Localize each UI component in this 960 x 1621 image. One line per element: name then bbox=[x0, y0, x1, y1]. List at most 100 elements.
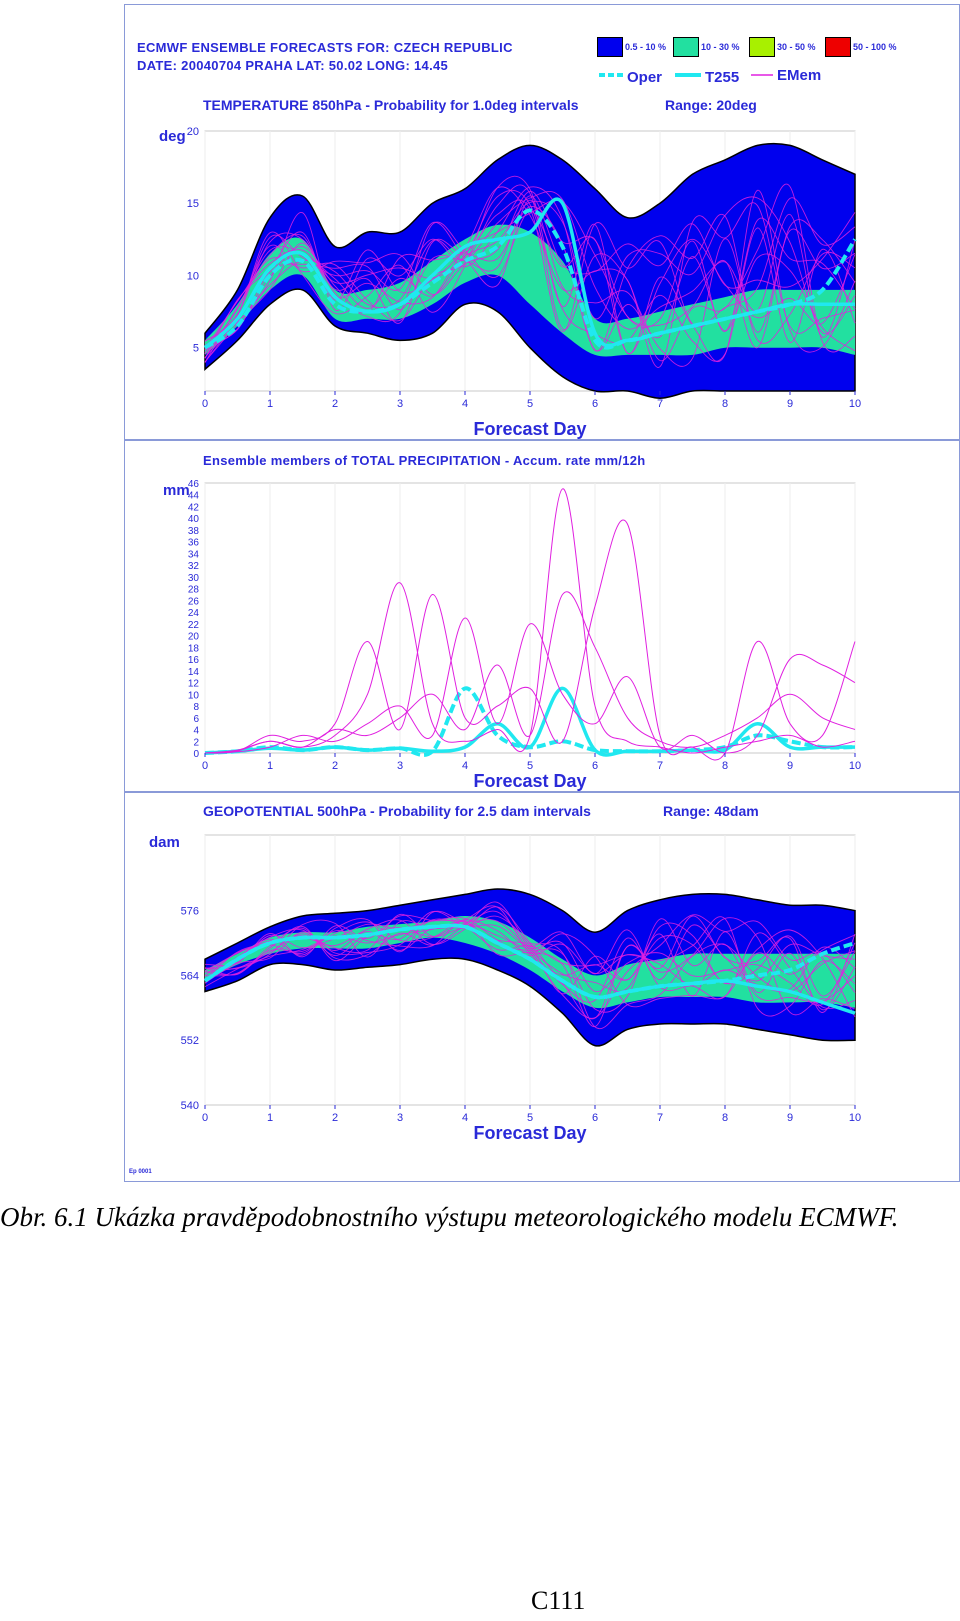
panel2-ytick-label: 30 bbox=[188, 573, 200, 584]
member-line bbox=[204, 906, 856, 1020]
member-line bbox=[204, 183, 856, 361]
panel3-ylabel: dam bbox=[149, 834, 180, 851]
panel2-ytick-label: 0 bbox=[193, 749, 199, 760]
panel2-xtick-label: 5 bbox=[527, 760, 533, 772]
panel2-ytick-label: 10 bbox=[188, 690, 200, 701]
legend-line-label-0: Oper bbox=[627, 69, 663, 86]
panel2-ytick-label: 22 bbox=[188, 620, 200, 631]
panel2-ytick-label: 8 bbox=[193, 702, 199, 713]
panel3-ytick-label: 564 bbox=[181, 970, 199, 982]
ensemble-figure: ECMWF ENSEMBLE FORECASTS FOR: CZECH REPU… bbox=[124, 4, 960, 1182]
header-line2: DATE: 20040704 PRAHA LAT: 50.02 LONG: 14… bbox=[137, 58, 449, 73]
panel2-xtick-label: 3 bbox=[397, 760, 403, 772]
panel2-ytick-label: 6 bbox=[193, 714, 199, 725]
panel3-series-t255 bbox=[204, 923, 856, 1015]
member-line bbox=[204, 905, 856, 997]
panel3-xtick-label: 2 bbox=[332, 1112, 338, 1124]
panel1-ytick-label: 5 bbox=[193, 343, 199, 355]
panel2-ytick-label: 42 bbox=[188, 502, 200, 513]
panel2-series-t255 bbox=[204, 686, 855, 757]
panel2-xlabel: Forecast Day bbox=[473, 771, 586, 791]
panel2-ytick-label: 14 bbox=[188, 667, 200, 678]
legend-label-0: 0.5 - 10 % bbox=[625, 42, 667, 52]
panel1-xtick-label: 8 bbox=[722, 398, 728, 410]
legend-box-2 bbox=[749, 37, 775, 57]
panel2-xtick-label: 2 bbox=[332, 760, 338, 772]
legend-label-1: 10 - 30 % bbox=[701, 42, 740, 52]
panel1-xtick-label: 5 bbox=[527, 398, 533, 410]
legend-line-label-2: EMem bbox=[777, 67, 822, 84]
panel1-ytick-label: 20 bbox=[187, 126, 199, 138]
panel2-ytick-label: 38 bbox=[188, 526, 200, 537]
panel1-xtick-label: 9 bbox=[787, 398, 793, 410]
panel2-ytick-label: 24 bbox=[188, 608, 200, 619]
panel2-ytick-label: 34 bbox=[188, 549, 200, 560]
panel2-series-member-4 bbox=[204, 617, 856, 754]
panel3-xtick-label: 3 bbox=[397, 1112, 403, 1124]
panel1-xtick-label: 0 bbox=[202, 398, 208, 410]
panel2-xtick-label: 7 bbox=[657, 760, 663, 772]
panel2-ytick-label: 46 bbox=[188, 479, 200, 490]
panel3-xtick-label: 0 bbox=[202, 1112, 208, 1124]
panel2-title: Ensemble members of TOTAL PRECIPITATION … bbox=[203, 453, 646, 468]
panel1-xtick-label: 10 bbox=[849, 398, 861, 410]
panel2-series-member-2 bbox=[204, 488, 856, 754]
member-line bbox=[204, 190, 856, 354]
figure-caption: Obr. 6.1 Ukázka pravděpodobnostního výst… bbox=[0, 1202, 899, 1232]
page-number: C111 bbox=[531, 1586, 586, 1615]
panel2-ytick-label: 12 bbox=[188, 679, 200, 690]
panel2-ytick-label: 16 bbox=[188, 655, 200, 666]
legend-line-label-1: T255 bbox=[705, 69, 740, 86]
panel2-xtick-label: 0 bbox=[202, 760, 208, 772]
panel2-ytick-label: 20 bbox=[188, 632, 200, 643]
panel1-range: Range: 20deg bbox=[665, 97, 757, 113]
panel2-ytick-label: 44 bbox=[188, 491, 200, 502]
panel3-xtick-label: 8 bbox=[722, 1112, 728, 1124]
panel1-ylabel: deg bbox=[159, 128, 186, 145]
member-line bbox=[204, 910, 856, 1019]
legend-box-0 bbox=[597, 37, 623, 57]
panel2-ytick-label: 36 bbox=[188, 538, 200, 549]
legend-box-1 bbox=[673, 37, 699, 57]
panel3-title: GEOPOTENTIAL 500hPa - Probability for 2.… bbox=[203, 803, 591, 819]
panel1-xtick-label: 1 bbox=[267, 398, 273, 410]
panel3-xtick-label: 10 bbox=[849, 1112, 861, 1124]
panel3-xtick-label: 7 bbox=[657, 1112, 663, 1124]
panel2-xtick-label: 8 bbox=[722, 760, 728, 772]
panel2-xtick-label: 4 bbox=[462, 760, 468, 772]
panel3-xtick-label: 4 bbox=[462, 1112, 468, 1124]
panel3-xtick-label: 6 bbox=[592, 1112, 598, 1124]
panel1-members bbox=[204, 175, 856, 368]
panel3-ytick-label: 540 bbox=[181, 1100, 199, 1112]
panel1-xtick-label: 6 bbox=[592, 398, 598, 410]
legend-box-3 bbox=[825, 37, 851, 57]
panel2-ytick-label: 26 bbox=[188, 596, 200, 607]
panel2-ytick-label: 18 bbox=[188, 643, 200, 654]
member-line bbox=[204, 917, 856, 1027]
panel1-xtick-label: 3 bbox=[397, 398, 403, 410]
panel1-xlabel: Forecast Day bbox=[473, 419, 586, 439]
panel-divider-1 bbox=[125, 439, 959, 441]
panel3-range: Range: 48dam bbox=[663, 803, 759, 819]
panel3-ytick-label: 552 bbox=[181, 1035, 199, 1047]
panel3-xlabel: Forecast Day bbox=[473, 1123, 586, 1143]
panel1-xtick-label: 7 bbox=[657, 398, 663, 410]
panel3-xtick-label: 1 bbox=[267, 1112, 273, 1124]
panel2-ytick-label: 4 bbox=[193, 726, 199, 737]
panel1-ytick-label: 15 bbox=[187, 198, 199, 210]
panel2-ytick-label: 32 bbox=[188, 561, 200, 572]
panel3-xtick-label: 5 bbox=[527, 1112, 533, 1124]
figure-footnote: Ep 0001 bbox=[129, 1169, 152, 1175]
panel2-series-member-5 bbox=[204, 591, 856, 754]
member-line bbox=[204, 175, 856, 363]
panel1-xtick-label: 2 bbox=[332, 398, 338, 410]
panel2-ytick-label: 40 bbox=[188, 514, 200, 525]
panel2-series-member-3 bbox=[204, 519, 856, 761]
panel1-ytick-label: 10 bbox=[187, 270, 199, 282]
legend-label-2: 30 - 50 % bbox=[777, 42, 816, 52]
header-line1: ECMWF ENSEMBLE FORECASTS FOR: CZECH REPU… bbox=[137, 40, 513, 55]
legend-label-3: 50 - 100 % bbox=[853, 42, 897, 52]
panel2-xtick-label: 9 bbox=[787, 760, 793, 772]
panel2-ytick-label: 28 bbox=[188, 585, 200, 596]
